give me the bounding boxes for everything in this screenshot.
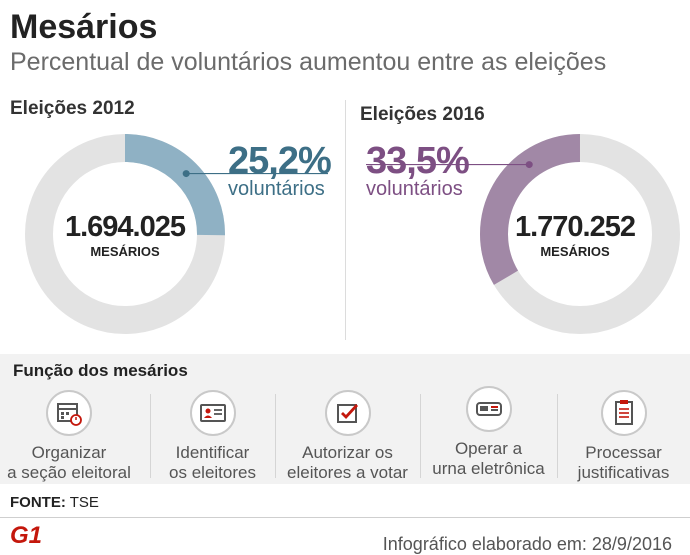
- source: FONTE: TSE: [10, 494, 99, 511]
- function-item-autorizar: Autorizar os eleitores a votar: [275, 390, 420, 482]
- function-label-line1: Identificar: [175, 443, 250, 462]
- function-item-identificar: Identificar os eleitores: [150, 390, 275, 482]
- function-label-line2: a seção eleitoral: [7, 463, 131, 482]
- id-card-icon: [189, 390, 236, 436]
- function-label-line2: eleitores a votar: [287, 463, 408, 482]
- percent-2012: 25,2%: [228, 140, 332, 182]
- total-2016: 1.770.252: [514, 211, 636, 243]
- function-item-organizar: Organizar a seção eleitoral: [0, 390, 138, 482]
- function-label-line1: Processar: [585, 443, 662, 462]
- function-item-processar: Processar justificativas: [557, 390, 690, 482]
- footer-divider: [0, 517, 690, 518]
- function-label-line2: justificativas: [577, 463, 670, 482]
- percent-caption-2012: voluntários: [228, 178, 325, 200]
- function-divider: [275, 394, 276, 478]
- donut-2016-leader-dot: [525, 161, 533, 169]
- total-caption-2012: MESÁRIOS: [90, 244, 160, 259]
- source-label: FONTE:: [10, 494, 66, 511]
- function-label-line1: Organizar: [31, 443, 107, 462]
- percent-2016: 33,5%: [366, 140, 470, 182]
- function-label-line2: os eleitores: [169, 463, 256, 482]
- percent-caption-2016: voluntários: [366, 178, 463, 200]
- checkbox-icon: [324, 390, 371, 436]
- function-label-line1: Autorizar os: [302, 443, 393, 462]
- function-divider: [420, 394, 421, 478]
- g1-logo: G1: [10, 522, 43, 549]
- total-caption-2016: MESÁRIOS: [540, 244, 610, 259]
- credit-text: Infográfico elaborado em: 28/9/2016: [382, 534, 672, 554]
- donut-2012-leader-dot: [182, 170, 190, 178]
- document-list-icon: [600, 390, 647, 436]
- functions-title: Função dos mesários: [13, 361, 188, 380]
- chart-divider: [345, 100, 346, 340]
- function-item-operar: Operar a urna eletrônica: [420, 386, 557, 478]
- calendar-icon: [46, 390, 92, 436]
- page-title: Mesários: [10, 8, 158, 46]
- function-divider: [150, 394, 151, 478]
- voting-machine-icon: [465, 386, 512, 432]
- total-2012: 1.694.025: [64, 211, 186, 243]
- function-label-line1: Operar a: [454, 439, 523, 458]
- chart-title-2012: Eleições 2012: [10, 98, 135, 119]
- function-label-line2: urna eletrônica: [432, 459, 545, 478]
- source-value: TSE: [69, 494, 99, 511]
- page-subtitle: Percentual de voluntários aumentou entre…: [10, 48, 607, 76]
- donut-2016-voluntarios-slice: [480, 134, 581, 285]
- function-divider: [557, 394, 558, 478]
- chart-title-2016: Eleições 2016: [360, 104, 485, 125]
- donut-charts: [25, 134, 680, 334]
